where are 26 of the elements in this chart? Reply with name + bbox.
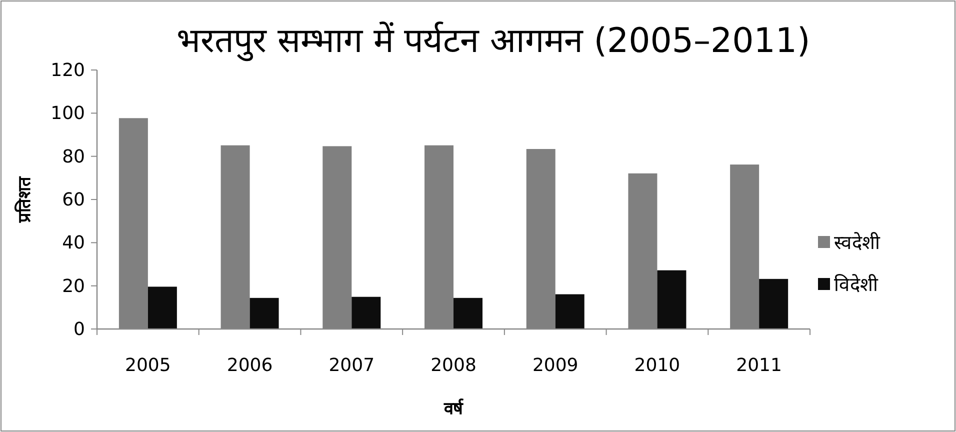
legend-label: विदेशी <box>834 273 879 296</box>
x-tick-label: 2009 <box>532 355 578 376</box>
x-tick-label: 2007 <box>328 355 375 376</box>
bar <box>759 278 788 329</box>
y-tick-label: 120 <box>50 60 85 81</box>
x-tick-label: 2010 <box>634 355 680 376</box>
bar <box>148 286 177 329</box>
x-tick-label: 2005 <box>125 355 171 376</box>
y-tick-label: 40 <box>62 232 85 254</box>
y-axis-title: प्रतिशत <box>14 176 35 224</box>
legend-label: स्वदेशी <box>834 231 881 254</box>
x-tick-label: 2011 <box>736 355 782 376</box>
y-tick-label: 100 <box>50 103 85 124</box>
chart-title: भरतपुर सम्भाग में पर्यटन आगमन (2005–2011) <box>176 21 810 62</box>
bar <box>352 296 381 329</box>
y-tick-label: 0 <box>74 319 85 340</box>
bar <box>657 270 686 329</box>
y-tick-label: 20 <box>62 276 85 297</box>
bar <box>454 298 482 329</box>
x-axis-title: वर्ष <box>443 398 464 419</box>
bar <box>555 294 584 329</box>
bar <box>250 298 279 329</box>
x-tick-label: 2008 <box>430 355 476 376</box>
y-tick-label: 60 <box>62 190 85 210</box>
y-tick-label: 80 <box>62 146 85 168</box>
x-tick-label: 2006 <box>226 355 273 376</box>
